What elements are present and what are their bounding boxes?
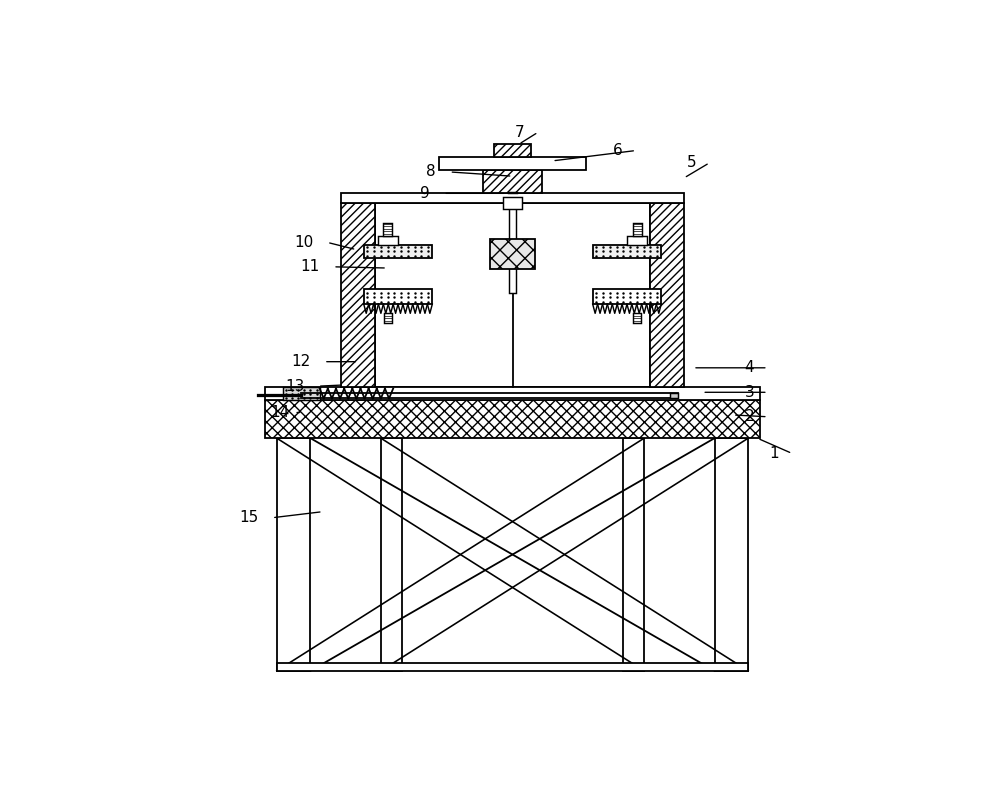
Bar	[593, 245, 661, 258]
Text: 13: 13	[285, 378, 304, 394]
Bar	[508, 192, 517, 193]
Bar	[265, 387, 760, 400]
Bar	[509, 204, 516, 293]
Bar	[378, 235, 398, 245]
Bar	[375, 204, 650, 387]
Text: 15: 15	[239, 510, 258, 525]
Bar	[670, 393, 678, 398]
Text: 12: 12	[291, 355, 310, 369]
Text: 3: 3	[745, 385, 754, 400]
Bar	[364, 289, 432, 304]
Bar	[341, 193, 684, 204]
Bar	[715, 438, 748, 671]
Text: 5: 5	[687, 155, 696, 170]
Bar	[341, 204, 375, 387]
Bar	[364, 245, 432, 258]
Bar	[494, 145, 531, 157]
Bar	[650, 204, 684, 387]
Bar	[381, 438, 402, 671]
Bar	[384, 313, 392, 323]
Bar	[439, 157, 586, 170]
Text: 4: 4	[745, 360, 754, 375]
Text: 2: 2	[745, 409, 754, 425]
Text: 11: 11	[300, 259, 320, 274]
Bar	[383, 223, 392, 235]
Bar	[623, 438, 644, 671]
Bar	[277, 438, 310, 671]
Text: 7: 7	[515, 125, 525, 140]
Text: 6: 6	[613, 143, 623, 158]
Bar	[283, 387, 320, 400]
Text: 8: 8	[426, 165, 436, 180]
Text: 10: 10	[294, 235, 314, 250]
Bar	[503, 197, 522, 209]
Text: 14: 14	[270, 405, 289, 420]
Bar	[483, 170, 542, 193]
Bar	[490, 238, 535, 270]
Bar	[633, 313, 641, 323]
Bar	[265, 400, 760, 438]
Text: 9: 9	[420, 186, 430, 201]
Text: 1: 1	[769, 446, 779, 461]
Bar	[627, 235, 647, 245]
Bar	[277, 664, 748, 671]
Bar	[593, 289, 661, 304]
Bar	[633, 223, 642, 235]
